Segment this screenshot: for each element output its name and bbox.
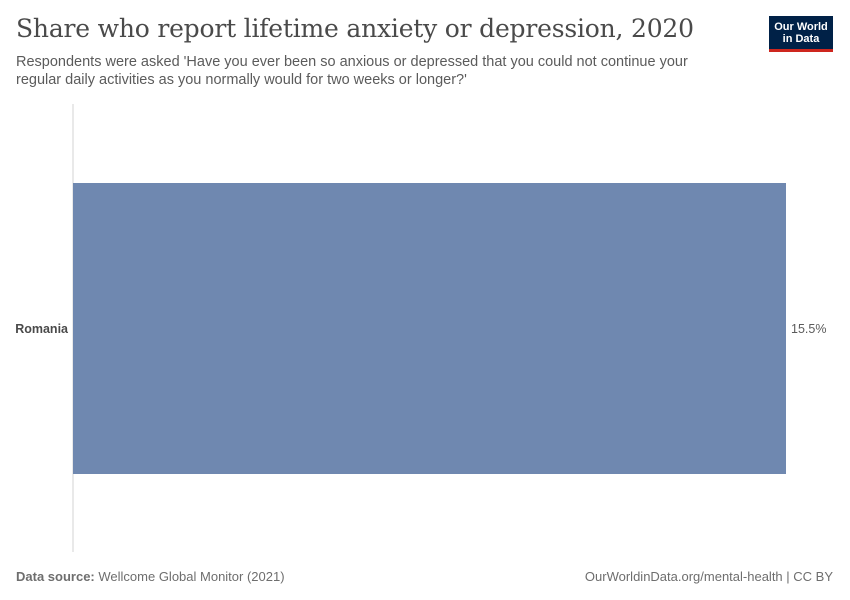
data-source: Data source: Wellcome Global Monitor (20… [16, 569, 285, 584]
logo-line-1: Our World [774, 20, 828, 33]
owid-logo[interactable]: Our World in Data [769, 16, 833, 52]
chart-subtitle: Respondents were asked 'Have you ever be… [16, 54, 688, 88]
data-source-text[interactable]: Wellcome Global Monitor (2021) [98, 569, 285, 584]
data-source-label: Data source: [16, 569, 95, 584]
logo-line-2: in Data [782, 32, 820, 45]
footer-credit[interactable]: OurWorldinData.org/mental-health | CC BY [584, 569, 833, 584]
chart-title: Share who report lifetime anxiety or dep… [16, 14, 694, 43]
value-label: 15.5% [791, 322, 826, 336]
bar-romania[interactable] [73, 183, 786, 474]
category-label: Romania [15, 322, 69, 336]
